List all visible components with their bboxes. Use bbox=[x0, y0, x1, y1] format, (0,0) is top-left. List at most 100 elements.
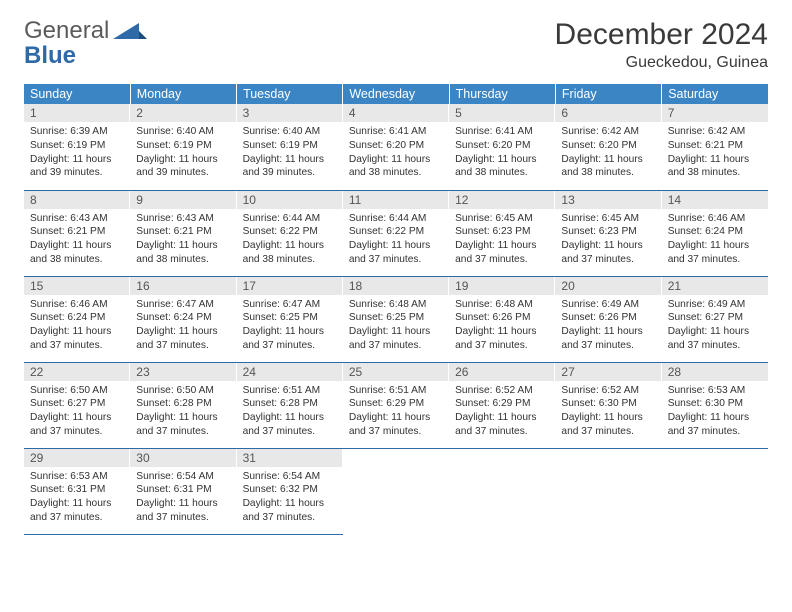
day-details: Sunrise: 6:46 AMSunset: 6:24 PMDaylight:… bbox=[24, 295, 130, 357]
daylight-line: Daylight: 11 hours and 38 minutes. bbox=[668, 153, 762, 181]
daylight-line: Daylight: 11 hours and 37 minutes. bbox=[455, 411, 549, 439]
day-details: Sunrise: 6:44 AMSunset: 6:22 PMDaylight:… bbox=[237, 209, 343, 271]
day-details: Sunrise: 6:52 AMSunset: 6:29 PMDaylight:… bbox=[449, 381, 555, 443]
calendar-day-cell: 14Sunrise: 6:46 AMSunset: 6:24 PMDayligh… bbox=[662, 190, 768, 276]
sunset-line: Sunset: 6:24 PM bbox=[136, 311, 230, 325]
day-number: 27 bbox=[555, 363, 661, 381]
day-number: 12 bbox=[449, 191, 555, 209]
sunrise-line: Sunrise: 6:50 AM bbox=[136, 384, 230, 398]
daylight-line: Daylight: 11 hours and 39 minutes. bbox=[136, 153, 230, 181]
sunset-line: Sunset: 6:23 PM bbox=[455, 225, 549, 239]
calendar-day-cell: 1Sunrise: 6:39 AMSunset: 6:19 PMDaylight… bbox=[24, 104, 130, 190]
calendar-day-cell: 6 Sunrise: 6:42 AMSunset: 6:20 PMDaylight… bbox=[555, 104, 661, 190]
calendar-empty-cell bbox=[662, 448, 768, 534]
day-number: 23 bbox=[130, 363, 236, 381]
day-of-week-header: Monday bbox=[130, 84, 236, 104]
daylight-line: Daylight: 11 hours and 38 minutes. bbox=[561, 153, 655, 181]
daylight-line: Daylight: 11 hours and 37 minutes. bbox=[136, 325, 230, 353]
sunset-line: Sunset: 6:20 PM bbox=[455, 139, 549, 153]
daylight-line: Daylight: 11 hours and 37 minutes. bbox=[243, 411, 337, 439]
day-number: 18 bbox=[343, 277, 449, 295]
day-number: 17 bbox=[237, 277, 343, 295]
day-number: 25 bbox=[343, 363, 449, 381]
calendar-day-cell: 13Sunrise: 6:45 AMSunset: 6:23 PMDayligh… bbox=[555, 190, 661, 276]
sunrise-line: Sunrise: 6:48 AM bbox=[349, 298, 443, 312]
sunset-line: Sunset: 6:24 PM bbox=[30, 311, 124, 325]
daylight-line: Daylight: 11 hours and 37 minutes. bbox=[30, 411, 124, 439]
sunset-line: Sunset: 6:20 PM bbox=[349, 139, 443, 153]
daylight-line: Daylight: 11 hours and 37 minutes. bbox=[668, 239, 762, 267]
day-number: 6 bbox=[555, 104, 661, 122]
brand-triangle-icon bbox=[113, 21, 147, 43]
sunrise-line: Sunrise: 6:40 AM bbox=[136, 125, 230, 139]
day-details: Sunrise: 6:46 AMSunset: 6:24 PMDaylight:… bbox=[662, 209, 768, 271]
daylight-line: Daylight: 11 hours and 38 minutes. bbox=[455, 153, 549, 181]
sunrise-line: Sunrise: 6:50 AM bbox=[30, 384, 124, 398]
sunrise-line: Sunrise: 6:45 AM bbox=[455, 212, 549, 226]
day-of-week-header: Saturday bbox=[662, 84, 768, 104]
calendar-day-cell: 4Sunrise: 6:41 AMSunset: 6:20 PMDaylight… bbox=[343, 104, 449, 190]
day-of-week-header-row: SundayMondayTuesdayWednesdayThursdayFrid… bbox=[24, 84, 768, 104]
day-details: Sunrise: 6:41 AMSunset: 6:20 PMDaylight:… bbox=[449, 122, 555, 184]
calendar-day-cell: 23 Sunrise: 6:50 AMSunset: 6:28 PMDayligh… bbox=[130, 362, 236, 448]
day-number: 16 bbox=[130, 277, 236, 295]
sunset-line: Sunset: 6:22 PM bbox=[243, 225, 337, 239]
day-details: Sunrise: 6:49 AMSunset: 6:27 PMDaylight:… bbox=[662, 295, 768, 357]
daylight-line: Daylight: 11 hours and 37 minutes. bbox=[561, 239, 655, 267]
calendar-day-cell: 8Sunrise: 6:43 AMSunset: 6:21 PMDaylight… bbox=[24, 190, 130, 276]
sunrise-line: Sunrise: 6:51 AM bbox=[349, 384, 443, 398]
calendar-day-cell: 22Sunrise: 6:50 AMSunset: 6:27 PMDayligh… bbox=[24, 362, 130, 448]
calendar-week-row: 15Sunrise: 6:46 AMSunset: 6:24 PMDayligh… bbox=[24, 276, 768, 362]
day-details: Sunrise: 6:39 AMSunset: 6:19 PMDaylight:… bbox=[24, 122, 130, 184]
sunset-line: Sunset: 6:30 PM bbox=[561, 397, 655, 411]
calendar-day-cell: 7Sunrise: 6:42 AMSunset: 6:21 PMDaylight… bbox=[662, 104, 768, 190]
sunrise-line: Sunrise: 6:43 AM bbox=[30, 212, 124, 226]
sunset-line: Sunset: 6:20 PM bbox=[561, 139, 655, 153]
day-number: 28 bbox=[662, 363, 768, 381]
day-details: Sunrise: 6:48 AMSunset: 6:25 PMDaylight:… bbox=[343, 295, 449, 357]
calendar-empty-cell bbox=[449, 448, 555, 534]
day-number: 14 bbox=[662, 191, 768, 209]
calendar-day-cell: 31Sunrise: 6:54 AMSunset: 6:32 PMDayligh… bbox=[237, 448, 343, 534]
calendar-week-row: 8Sunrise: 6:43 AMSunset: 6:21 PMDaylight… bbox=[24, 190, 768, 276]
daylight-line: Daylight: 11 hours and 37 minutes. bbox=[136, 411, 230, 439]
calendar-day-cell: 15Sunrise: 6:46 AMSunset: 6:24 PMDayligh… bbox=[24, 276, 130, 362]
brand-logo: General Blue bbox=[24, 18, 147, 68]
calendar-day-cell: 2Sunrise: 6:40 AMSunset: 6:19 PMDaylight… bbox=[130, 104, 236, 190]
sunrise-line: Sunrise: 6:42 AM bbox=[561, 125, 655, 139]
day-number: 26 bbox=[449, 363, 555, 381]
day-number: 22 bbox=[24, 363, 130, 381]
sunset-line: Sunset: 6:28 PM bbox=[136, 397, 230, 411]
calendar-day-cell: 28Sunrise: 6:53 AMSunset: 6:30 PMDayligh… bbox=[662, 362, 768, 448]
calendar-empty-cell bbox=[555, 448, 661, 534]
day-details: Sunrise: 6:42 AMSunset: 6:21 PMDaylight:… bbox=[662, 122, 768, 184]
daylight-line: Daylight: 11 hours and 37 minutes. bbox=[30, 325, 124, 353]
daylight-line: Daylight: 11 hours and 37 minutes. bbox=[455, 325, 549, 353]
sunset-line: Sunset: 6:19 PM bbox=[30, 139, 124, 153]
day-details: Sunrise: 6:45 AMSunset: 6:23 PMDaylight:… bbox=[555, 209, 661, 271]
sunrise-line: Sunrise: 6:46 AM bbox=[668, 212, 762, 226]
day-number: 24 bbox=[237, 363, 343, 381]
sunset-line: Sunset: 6:21 PM bbox=[668, 139, 762, 153]
calendar-day-cell: 16Sunrise: 6:47 AMSunset: 6:24 PMDayligh… bbox=[130, 276, 236, 362]
daylight-line: Daylight: 11 hours and 37 minutes. bbox=[243, 497, 337, 525]
day-of-week-header: Tuesday bbox=[237, 84, 343, 104]
day-details: Sunrise: 6:43 AMSunset: 6:21 PMDaylight:… bbox=[24, 209, 130, 271]
day-details: Sunrise: 6:52 AMSunset: 6:30 PMDaylight:… bbox=[555, 381, 661, 443]
sunrise-line: Sunrise: 6:49 AM bbox=[668, 298, 762, 312]
day-number: 31 bbox=[237, 449, 343, 467]
sunrise-line: Sunrise: 6:48 AM bbox=[455, 298, 549, 312]
day-details: Sunrise: 6:54 AMSunset: 6:32 PMDaylight:… bbox=[237, 467, 343, 529]
brand-word-blue: Blue bbox=[24, 42, 76, 69]
day-details: Sunrise: 6:47 AMSunset: 6:24 PMDaylight:… bbox=[130, 295, 236, 357]
sunrise-line: Sunrise: 6:44 AM bbox=[243, 212, 337, 226]
sunset-line: Sunset: 6:31 PM bbox=[136, 483, 230, 497]
daylight-line: Daylight: 11 hours and 37 minutes. bbox=[668, 325, 762, 353]
calendar-day-cell: 19Sunrise: 6:48 AMSunset: 6:26 PMDayligh… bbox=[449, 276, 555, 362]
calendar-body: 1Sunrise: 6:39 AMSunset: 6:19 PMDaylight… bbox=[24, 104, 768, 534]
daylight-line: Daylight: 11 hours and 37 minutes. bbox=[349, 411, 443, 439]
calendar-week-row: 29Sunrise: 6:53 AMSunset: 6:31 PMDayligh… bbox=[24, 448, 768, 534]
day-details: Sunrise: 6:41 AMSunset: 6:20 PMDaylight:… bbox=[343, 122, 449, 184]
sunrise-line: Sunrise: 6:51 AM bbox=[243, 384, 337, 398]
sunset-line: Sunset: 6:31 PM bbox=[30, 483, 124, 497]
